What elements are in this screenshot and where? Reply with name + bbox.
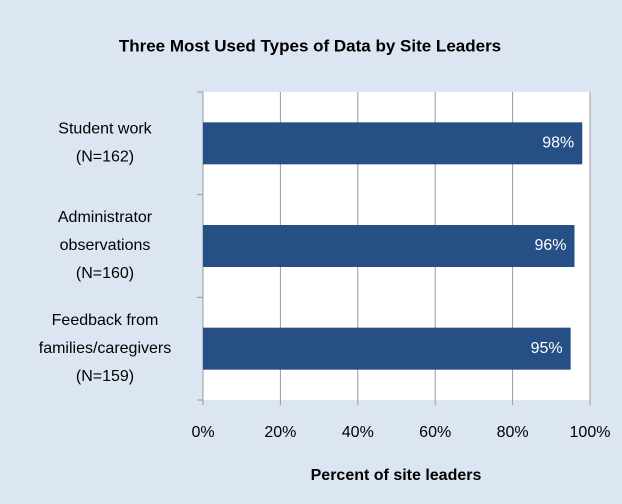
x-tick-label: 20% (264, 424, 296, 441)
x-tick-label: 80% (497, 424, 529, 441)
y-tick-label: observations (60, 237, 151, 254)
value-label: 98% (542, 135, 574, 152)
x-axis-label: Percent of site leaders (311, 467, 482, 484)
x-tick-label: 0% (191, 424, 214, 441)
x-tick-label: 60% (419, 424, 451, 441)
y-tick-label: families/caregivers (39, 340, 171, 357)
y-tick-label: (N=162) (76, 149, 134, 166)
y-tick-label: Administrator (58, 209, 153, 226)
x-tick-label: 100% (570, 424, 611, 441)
x-tick-label: 40% (342, 424, 374, 441)
bar (203, 122, 583, 165)
y-tick-label: (N=159) (76, 368, 134, 385)
value-label: 95% (531, 340, 563, 357)
chart-title: Three Most Used Types of Data by Site Le… (119, 36, 501, 55)
value-label: 96% (534, 237, 566, 254)
bar (203, 225, 575, 267)
y-tick-label: Student work (58, 121, 152, 138)
bar (203, 327, 571, 370)
y-tick-label: (N=160) (76, 265, 134, 282)
y-tick-label: Feedback from (52, 312, 159, 329)
